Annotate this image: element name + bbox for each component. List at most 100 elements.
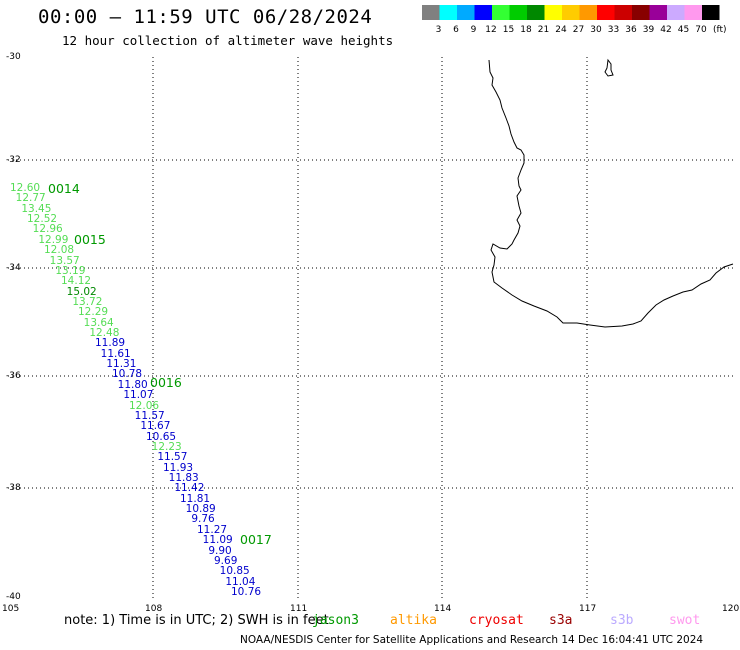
- legend-swatch: [684, 5, 702, 20]
- wave-height-value: 12.08: [44, 244, 75, 257]
- lat-label-40: -40: [6, 592, 21, 602]
- lon-label-114: 114: [434, 604, 452, 614]
- legend-swatch: [474, 5, 492, 20]
- wave-height-value: 10.76: [231, 586, 262, 598]
- wave-height-value: 12.77: [15, 192, 46, 205]
- legend-swatch: [702, 5, 720, 20]
- island-outline: [604, 58, 614, 77]
- legend-swatch: [544, 5, 562, 20]
- legend-swatch: [597, 5, 615, 20]
- legend-label: 70: [695, 25, 707, 35]
- wave-height-value: 11.04: [225, 575, 256, 588]
- wave-height-value: 9.69: [214, 554, 238, 567]
- legend-label: 18: [520, 25, 532, 35]
- legend-swatch: [632, 5, 650, 20]
- wave-height-value: 11.57: [134, 409, 165, 422]
- footer-note: note: 1) Time is in UTC; 2) SWH is in fe…: [64, 613, 329, 628]
- wave-height-value: 13.19: [55, 264, 86, 277]
- legend-label: 42: [660, 25, 671, 35]
- lon-label-105: 105: [2, 604, 20, 614]
- wave-height-value: 11.57: [157, 451, 188, 464]
- lat-label-30: -30: [6, 52, 21, 62]
- australia-coastline: [488, 59, 734, 328]
- lon-label-111: 111: [290, 604, 308, 614]
- lat-label-36: -36: [6, 371, 21, 381]
- wave-height-value: 11.09: [202, 534, 233, 547]
- wave-height-value: 14.12: [61, 275, 92, 288]
- legend-unit: (ft): [713, 25, 727, 35]
- wave-height-value: 12.06: [129, 399, 160, 412]
- legend-swatch: [649, 5, 667, 20]
- legend-swatch: [509, 5, 527, 20]
- lat-label-32: -32: [6, 155, 21, 165]
- legend-label: 30: [590, 25, 602, 35]
- wave-height-value: 9.76: [191, 513, 215, 526]
- wave-height-value: 13.72: [72, 295, 103, 308]
- wave-height-value: 10.65: [146, 430, 177, 443]
- pass-label: 0014: [48, 181, 80, 196]
- wave-height-value: 11.07: [123, 389, 154, 402]
- wave-height-value: 11.83: [168, 472, 199, 485]
- pass-label: 0015: [74, 232, 106, 247]
- satellite-s3a: s3a: [549, 613, 573, 628]
- wave-height-value: 10.85: [219, 565, 250, 578]
- wave-height-value: 13.64: [83, 316, 114, 329]
- wave-height-value: 11.61: [100, 347, 131, 360]
- legend-label: 36: [625, 25, 637, 35]
- legend-swatch: [562, 5, 580, 20]
- wave-height-value: 12.96: [32, 223, 63, 236]
- lat-label-38: -38: [6, 483, 21, 493]
- wave-height-value: 11.31: [106, 358, 137, 371]
- legend-label: 39: [643, 25, 655, 35]
- wave-height-value: 11.80: [117, 378, 148, 391]
- wave-height-value: 12.48: [89, 327, 120, 340]
- satellite-cryosat: cryosat: [469, 613, 524, 628]
- wave-height-value: 11.27: [197, 523, 228, 536]
- legend-swatch: [457, 5, 475, 20]
- wave-height-value: 12.23: [151, 440, 182, 453]
- legend-label: 12: [485, 25, 496, 35]
- wave-height-value: 11.81: [180, 492, 211, 505]
- lon-label-108: 108: [145, 604, 163, 614]
- wave-height-value: 11.67: [140, 420, 171, 433]
- wave-height-value: 12.52: [27, 213, 58, 226]
- legend-label: 6: [453, 25, 459, 35]
- legend-swatch: [422, 5, 440, 20]
- legend-label: 15: [503, 25, 514, 35]
- satellite-jason3: jason3: [312, 613, 359, 628]
- wave-height-value: 12.99: [38, 233, 69, 246]
- map-subtitle: 12 hour collection of altimeter wave hei…: [62, 33, 394, 48]
- wave-height-value: 15.02: [66, 285, 97, 298]
- legend-label: 24: [555, 25, 567, 35]
- credit-line: NOAA/NESDIS Center for Satellite Applica…: [240, 634, 704, 646]
- legend-swatch: [439, 5, 457, 20]
- pass-label: 0016: [150, 375, 182, 390]
- satellite-swot: swot: [669, 613, 701, 628]
- lat-label-34: -34: [6, 263, 21, 273]
- wave-height-value: 11.93: [163, 461, 194, 474]
- wave-height-value: 12.60: [10, 182, 41, 194]
- legend-label: 21: [538, 25, 549, 35]
- wave-height-value: 13.45: [21, 202, 52, 215]
- lon-label-120: 120: [722, 604, 740, 614]
- legend-label: 33: [608, 25, 619, 35]
- wave-height-value: 12.29: [78, 306, 109, 319]
- legend-label: 27: [573, 25, 584, 35]
- color-legend: 3 6 9 12 15 18 21 24 27 30 33 36 39 42 45 70 (ft): [422, 5, 727, 35]
- wave-height-value: 10.89: [185, 503, 216, 516]
- wave-height-value: 11.42: [174, 482, 205, 495]
- wave-height-value: 13.57: [49, 254, 80, 267]
- legend-swatch: [527, 5, 545, 20]
- legend-swatch: [667, 5, 685, 20]
- satellite-altika: altika: [390, 613, 437, 628]
- wave-height-value: 10.78: [112, 368, 143, 381]
- grid-lines: [8, 57, 733, 598]
- satellite-s3b: s3b: [610, 613, 634, 628]
- legend-label: 9: [471, 25, 477, 35]
- map-title: 00:00 – 11:59 UTC 06/28/2024: [38, 6, 373, 28]
- pass-label: 0017: [240, 532, 272, 547]
- wave-height-value: 9.90: [208, 544, 232, 557]
- lon-label-117: 117: [579, 604, 597, 614]
- legend-label: 45: [678, 25, 689, 35]
